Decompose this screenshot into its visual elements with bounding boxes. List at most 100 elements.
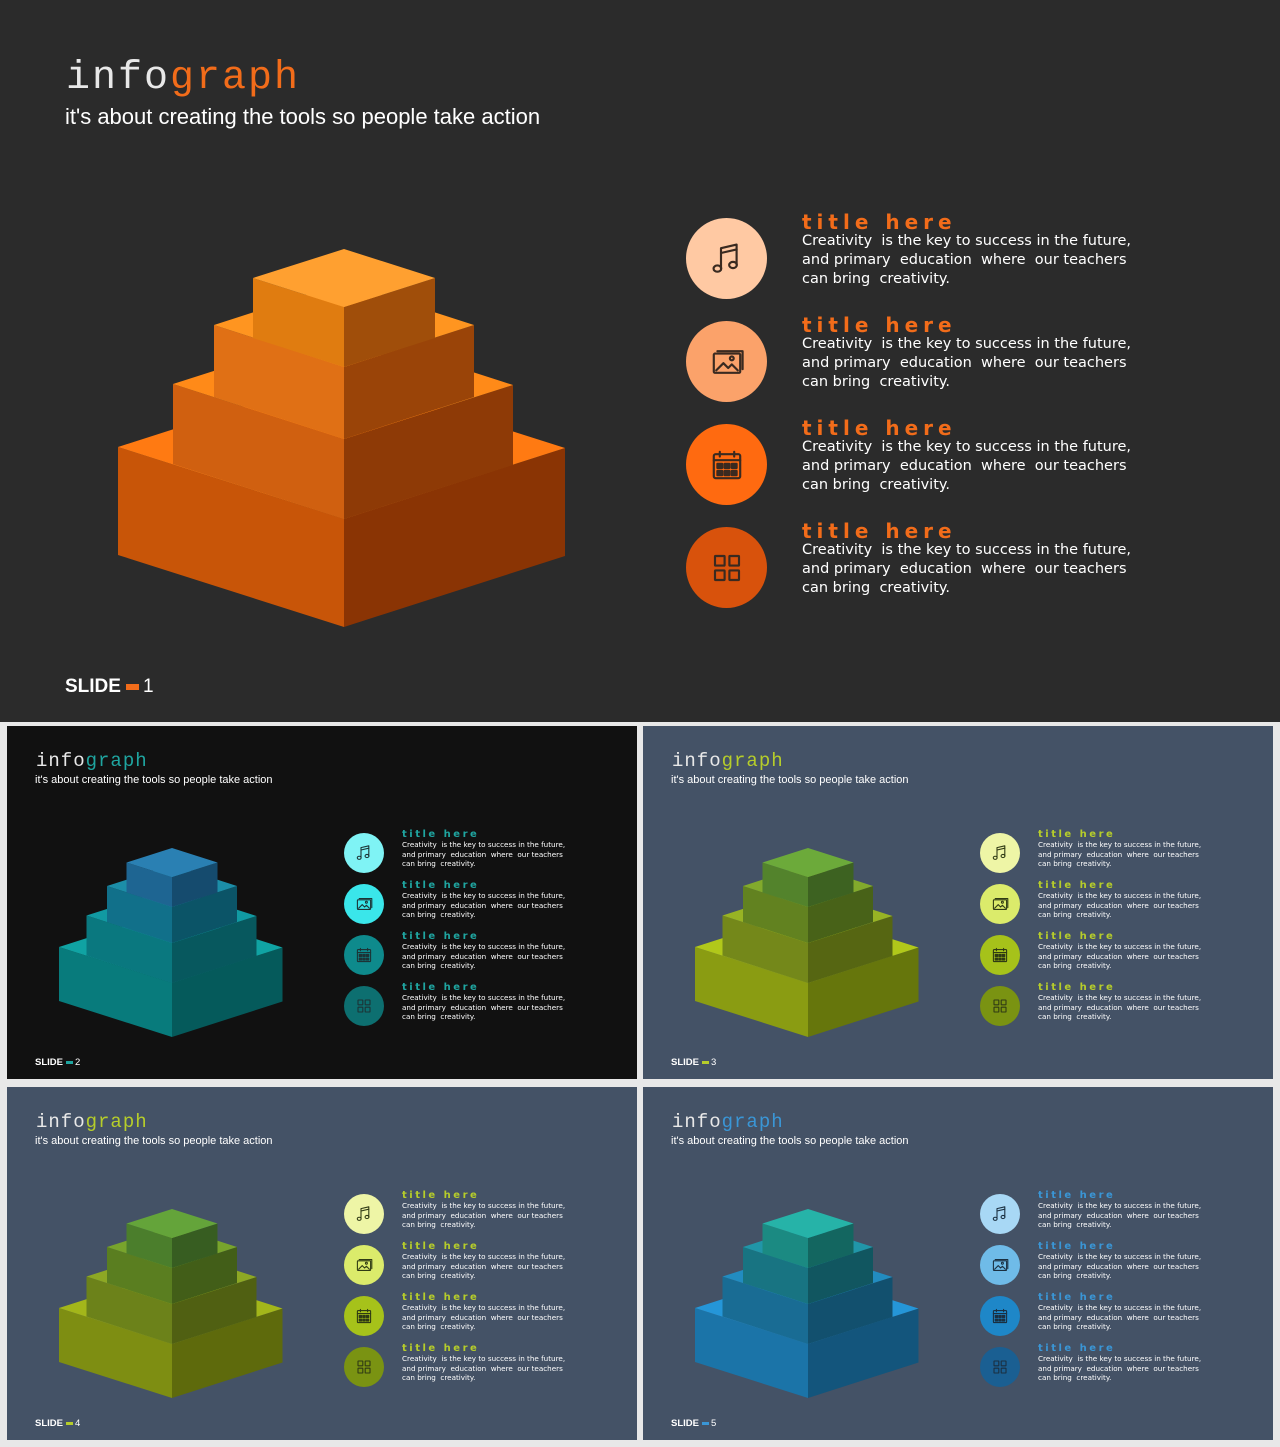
slide-word: SLIDE — [671, 1057, 699, 1068]
grid-icon — [993, 999, 1007, 1013]
pyramid-tier-1-right-face — [808, 1308, 919, 1398]
item-description-line: Creativity is the key to success in the … — [802, 542, 1132, 558]
brand-part2: graph — [170, 56, 301, 101]
item-icon-circle[interactable] — [980, 833, 1020, 873]
item-description: Creativity is the key to success in the … — [402, 840, 565, 869]
item-description-line: and primary education where our teachers — [402, 1261, 563, 1271]
item-icon-circle[interactable] — [980, 884, 1020, 924]
subtitle: it's about creating the tools so people … — [671, 774, 909, 786]
item-description-line: can bring creativity. — [1038, 1322, 1112, 1331]
item-icon-circle[interactable] — [686, 218, 767, 299]
pyramid-tier-1-left-face — [59, 1308, 172, 1398]
pyramid-tier-4-left-face — [126, 862, 172, 907]
slide-number: 4 — [74, 1418, 81, 1429]
grid-icon — [993, 1360, 1007, 1374]
calendar-icon — [712, 450, 741, 479]
item-title: title here — [802, 313, 957, 337]
item-icon-circle[interactable] — [980, 935, 1020, 975]
item-icon-circle[interactable] — [344, 1347, 384, 1387]
item-description: Creativity is the key to success in the … — [1038, 1201, 1201, 1230]
item-title: title here — [402, 1190, 480, 1201]
item-description-line: Creativity is the key to success in the … — [402, 891, 566, 900]
item-icon-circle[interactable] — [344, 1245, 384, 1285]
item-description: Creativity is the key to success in the … — [402, 891, 565, 920]
slide-number-label: SLIDE 4 — [35, 1418, 80, 1429]
item-icon-circle[interactable] — [344, 935, 384, 975]
slide-2[interactable]: infograph it's about creating the tools … — [7, 726, 637, 1079]
item-description-line: and primary education where our teachers — [802, 355, 1127, 371]
item-description-line: and primary education where our teachers — [1038, 1261, 1199, 1271]
item-title: title here — [1038, 880, 1116, 891]
item-description-line: can bring creativity. — [1038, 859, 1112, 868]
item-title: title here — [1038, 1292, 1116, 1303]
item-icon-circle[interactable] — [344, 884, 384, 924]
item-description-line: can bring creativity. — [1038, 1220, 1112, 1229]
item-description-line: and primary education where our teachers — [802, 458, 1127, 474]
item-icon-circle[interactable] — [980, 1245, 1020, 1285]
item-icon-circle[interactable] — [980, 986, 1020, 1026]
item-description-line: can bring creativity. — [1038, 1373, 1112, 1382]
item-description-line: can bring creativity. — [1038, 961, 1112, 970]
item-description-line: and primary education where our teachers — [402, 900, 563, 910]
item-title: title here — [402, 1241, 480, 1252]
pyramid-tier-4-top-face — [126, 848, 218, 877]
pyramid-tier-3-right-face — [172, 1247, 237, 1304]
item-icon-circle[interactable] — [686, 321, 767, 402]
item-description-line: Creativity is the key to success in the … — [1038, 1303, 1202, 1312]
brand-title: infograph — [36, 750, 148, 772]
slide-number: 3 — [710, 1057, 717, 1068]
item-description-line: and primary education where our teachers — [802, 252, 1127, 268]
pyramid-tier-4-top-face — [762, 1209, 854, 1238]
item-description: Creativity is the key to success in the … — [1038, 1252, 1201, 1281]
item-description: Creativity is the key to success in the … — [1038, 1354, 1201, 1383]
slide-5[interactable]: infograph it's about creating the tools … — [643, 1087, 1273, 1440]
item-description-line: Creativity is the key to success in the … — [1038, 891, 1202, 900]
item-description-line: Creativity is the key to success in the … — [1038, 942, 1202, 951]
music-note-icon — [711, 243, 738, 273]
slide-1: infograph it's about creating the tools … — [0, 0, 1280, 722]
item-description-line: can bring creativity. — [402, 859, 476, 868]
item-description: Creativity is the key to success in the … — [1038, 993, 1201, 1022]
slide-3[interactable]: infograph it's about creating the tools … — [643, 726, 1273, 1079]
item-description-line: Creativity is the key to success in the … — [1038, 840, 1202, 849]
brand-part1: info — [36, 750, 86, 772]
item-title: title here — [402, 880, 480, 891]
pyramid-graphic — [695, 848, 919, 1037]
item-description: Creativity is the key to success in the … — [1038, 942, 1201, 971]
item-icon-circle[interactable] — [980, 1194, 1020, 1234]
slide-4[interactable]: infograph it's about creating the tools … — [7, 1087, 637, 1440]
item-icon-circle[interactable] — [344, 1194, 384, 1234]
item-icon-circle[interactable] — [344, 986, 384, 1026]
item-icon-circle[interactable] — [686, 424, 767, 505]
item-icon-circle[interactable] — [980, 1296, 1020, 1336]
pyramid-tier-1-left-face — [118, 447, 344, 627]
item-description: Creativity is the key to success in the … — [802, 541, 1131, 598]
pyramid-graphic — [695, 1209, 919, 1398]
item-icon-circle[interactable] — [686, 527, 767, 608]
item-description: Creativity is the key to success in the … — [802, 232, 1131, 289]
item-description-line: can bring creativity. — [802, 580, 951, 596]
item-description-line: can bring creativity. — [802, 271, 951, 287]
item-description-line: Creativity is the key to success in the … — [402, 993, 566, 1002]
item-icon-circle[interactable] — [980, 1347, 1020, 1387]
item-icon-circle[interactable] — [344, 833, 384, 873]
item-description-line: can bring creativity. — [402, 1220, 476, 1229]
item-description-line: Creativity is the key to success in the … — [1038, 1201, 1202, 1210]
item-description-line: Creativity is the key to success in the … — [402, 1303, 566, 1312]
pyramid-tier-4-right-face — [172, 862, 218, 907]
item-description-line: can bring creativity. — [402, 1373, 476, 1382]
item-description: Creativity is the key to success in the … — [802, 438, 1131, 495]
brand-title: infograph — [36, 1111, 148, 1133]
item-list: title here Creativity is the key to succe… — [344, 828, 624, 1033]
item-description: Creativity is the key to success in the … — [402, 1252, 565, 1281]
brand-title: infograph — [672, 1111, 784, 1133]
image-icon — [992, 1259, 1009, 1271]
slide-dash — [65, 1060, 73, 1064]
item-description-line: Creativity is the key to success in the … — [802, 336, 1132, 352]
slide-number: 2 — [74, 1057, 81, 1068]
item-icon-circle[interactable] — [344, 1296, 384, 1336]
item-title: title here — [802, 210, 957, 234]
pyramid-tier-3-left-face — [743, 886, 808, 943]
pyramid-tier-3-right-face — [808, 886, 873, 943]
pyramid-tier-4-left-face — [253, 278, 344, 367]
